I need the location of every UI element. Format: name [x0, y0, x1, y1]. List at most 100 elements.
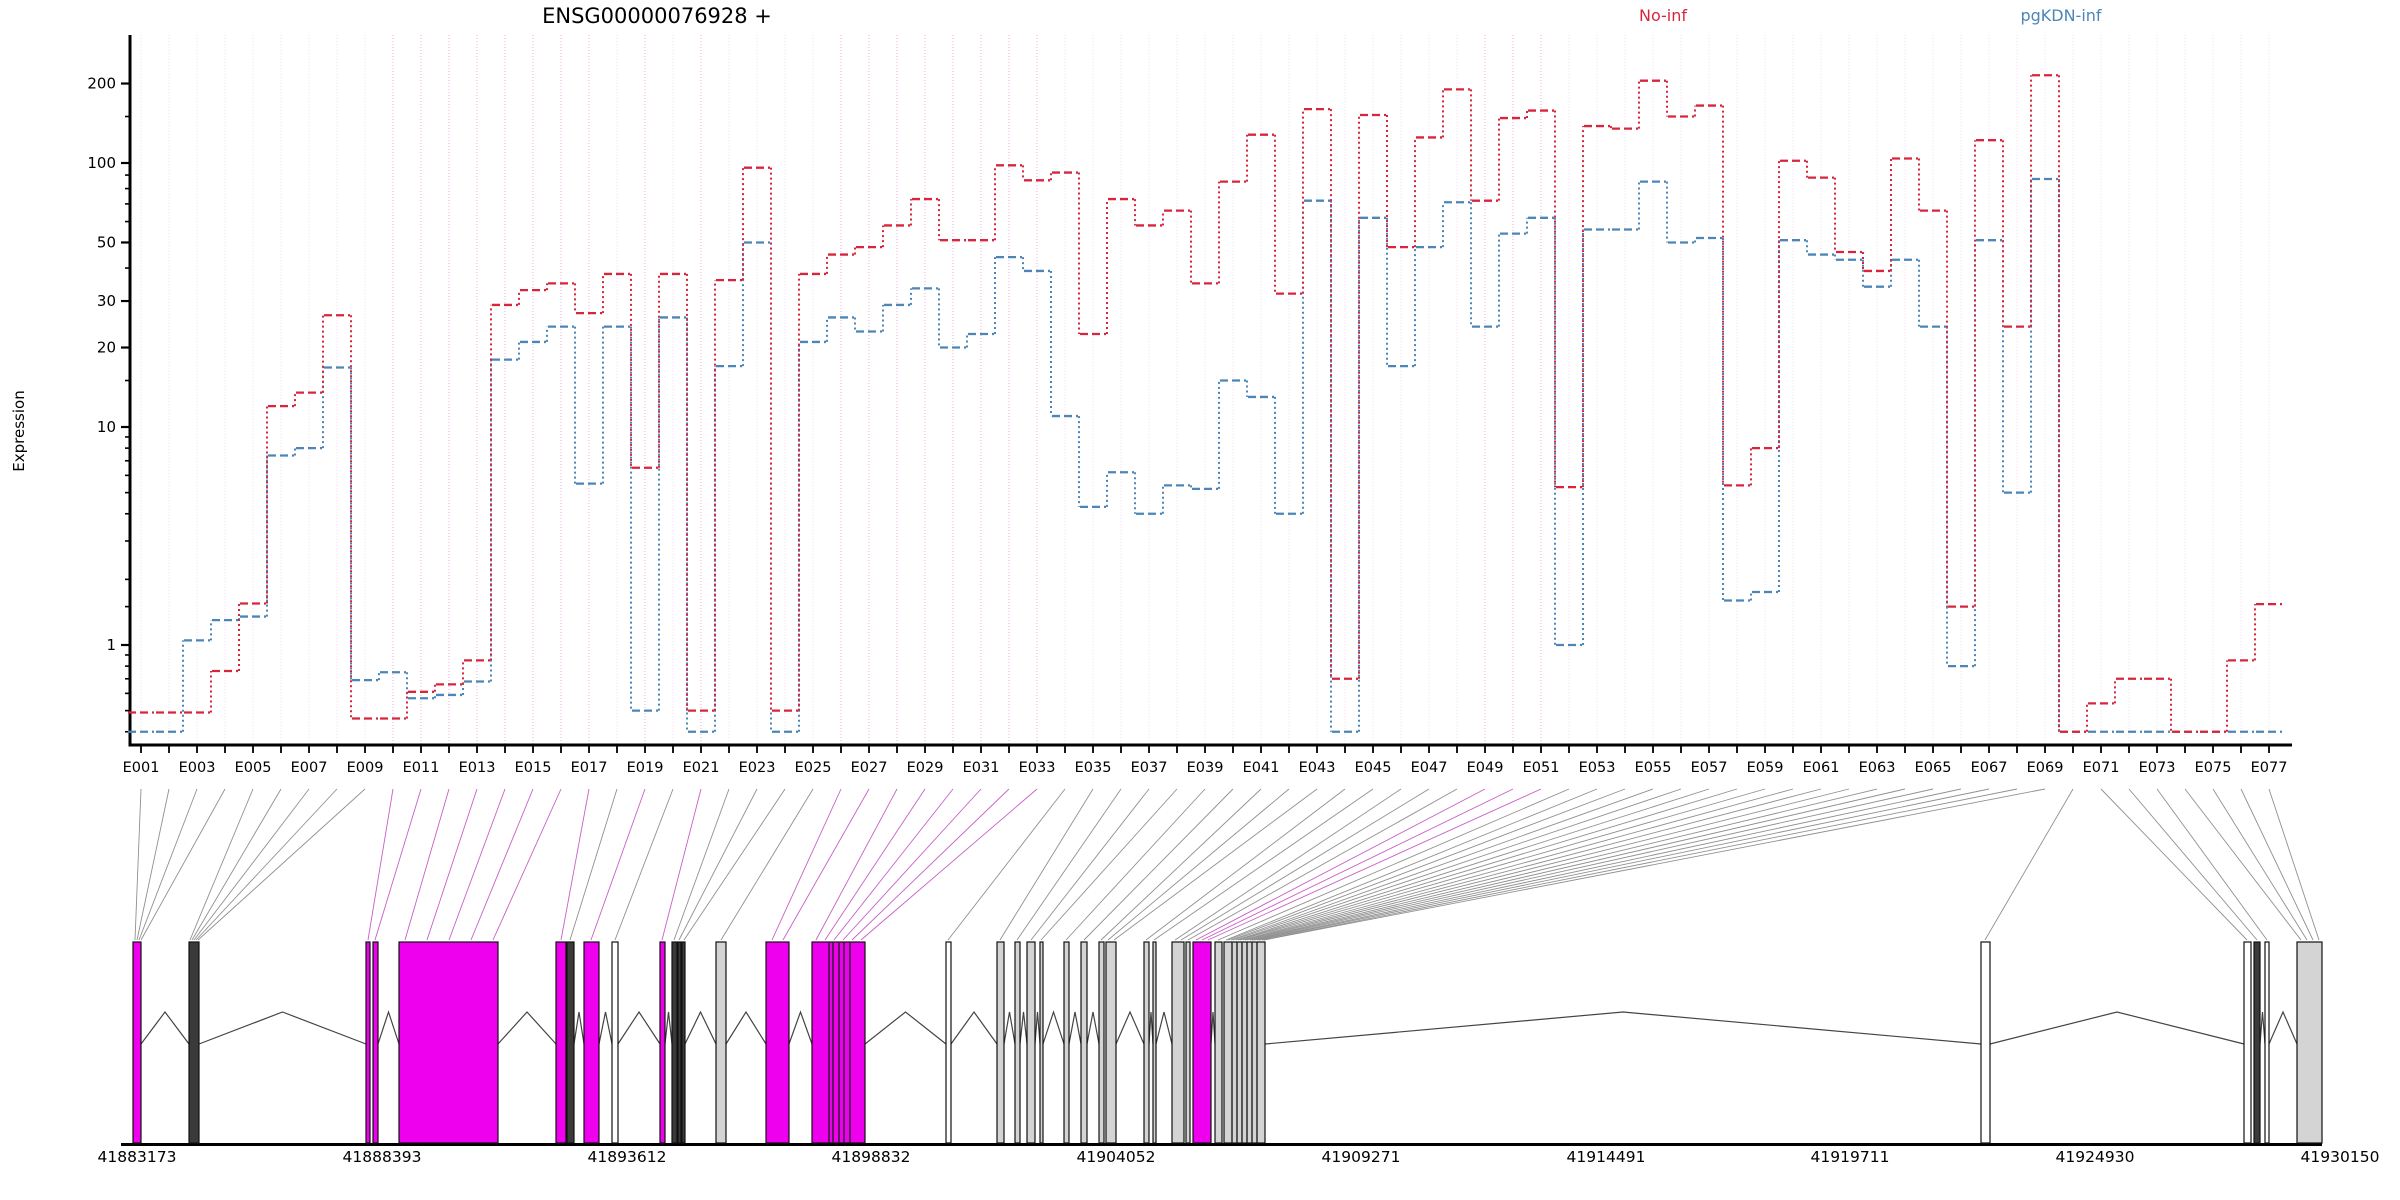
svg-text:E015: E015 — [515, 760, 552, 776]
exon-box-gray — [1063, 941, 1070, 1144]
exon-box-gray — [1214, 941, 1223, 1144]
svg-text:41914491: 41914491 — [1567, 1148, 1646, 1166]
exon-box-dark — [566, 941, 575, 1144]
svg-text:E061: E061 — [1803, 760, 1840, 776]
svg-text:E071: E071 — [2083, 760, 2120, 776]
chart-gridlines — [140, 35, 2270, 745]
introns — [140, 1010, 2298, 1045]
svg-text:E007: E007 — [291, 760, 328, 776]
exon-box-gray — [1223, 941, 1266, 1144]
svg-text:E011: E011 — [403, 760, 440, 776]
exon-box-dark — [681, 941, 686, 1144]
series-no-inf — [128, 74, 2282, 733]
svg-text:E021: E021 — [683, 760, 720, 776]
exon-box-outline — [1980, 941, 1991, 1144]
exon-box-magenta — [372, 941, 379, 1144]
svg-text:E043: E043 — [1299, 760, 1336, 776]
svg-text:E017: E017 — [571, 760, 608, 776]
svg-text:E013: E013 — [459, 760, 496, 776]
exon-box-gray — [1026, 941, 1036, 1144]
svg-text:41888393: 41888393 — [343, 1148, 422, 1166]
exon-box-gray — [2296, 941, 2323, 1144]
svg-text:E073: E073 — [2139, 760, 2176, 776]
svg-text:E025: E025 — [795, 760, 832, 776]
svg-text:E051: E051 — [1523, 760, 1560, 776]
svg-text:E047: E047 — [1411, 760, 1448, 776]
series-pgkdn-inf — [128, 177, 2282, 733]
x-axis-ticks — [140, 745, 2270, 753]
svg-text:E067: E067 — [1971, 760, 2008, 776]
svg-text:50: 50 — [97, 233, 116, 251]
exon-box-magenta — [398, 941, 499, 1144]
exon-box-magenta — [659, 941, 666, 1144]
svg-text:E053: E053 — [1579, 760, 1616, 776]
svg-text:E001: E001 — [123, 760, 160, 776]
svg-text:E077: E077 — [2251, 760, 2288, 776]
exon-box-magenta — [365, 941, 371, 1144]
exon-box-magenta — [555, 941, 567, 1144]
svg-text:41930150: 41930150 — [2301, 1148, 2380, 1166]
exon-box-dark — [671, 941, 678, 1144]
svg-text:200: 200 — [87, 75, 116, 93]
exon-box-gray — [1105, 941, 1117, 1144]
svg-text:E039: E039 — [1187, 760, 1224, 776]
exon-box-gray — [715, 941, 727, 1144]
svg-text:E023: E023 — [739, 760, 776, 776]
svg-text:41904052: 41904052 — [1077, 1148, 1156, 1166]
svg-text:E033: E033 — [1019, 760, 1056, 776]
svg-text:E029: E029 — [907, 760, 944, 776]
svg-text:E069: E069 — [2027, 760, 2064, 776]
svg-text:41924930: 41924930 — [2056, 1148, 2135, 1166]
svg-text:E065: E065 — [1915, 760, 1952, 776]
y-axis-ticks: 200 100 50 30 20 10 1 — [87, 75, 130, 733]
exon-box-dark — [677, 941, 682, 1144]
svg-text:20: 20 — [97, 339, 116, 357]
exon-box-magenta — [132, 941, 142, 1144]
svg-text:41883173: 41883173 — [98, 1148, 177, 1166]
exon-box-outline — [611, 941, 619, 1144]
svg-text:E005: E005 — [235, 760, 272, 776]
exon-box-outline — [2264, 941, 2270, 1144]
exon-box-gray — [1014, 941, 1021, 1144]
exon-box-gray — [1143, 941, 1150, 1144]
svg-text:E055: E055 — [1635, 760, 1672, 776]
genomic-coordinates: 41883173 41888393 41893612 41898832 41904052… — [98, 1148, 2380, 1166]
exon-box-dark — [188, 941, 200, 1144]
svg-text:41898832: 41898832 — [832, 1148, 911, 1166]
exon-box-gray — [1080, 941, 1088, 1144]
exon-box-dark — [2253, 941, 2261, 1144]
exon-box-outline — [2243, 941, 2252, 1144]
exon-box-gray — [1171, 941, 1185, 1144]
svg-text:E041: E041 — [1243, 760, 1280, 776]
exon-box-gray — [1098, 941, 1105, 1144]
svg-text:E049: E049 — [1467, 760, 1504, 776]
exon-box-gray — [1039, 941, 1044, 1144]
svg-text:41909271: 41909271 — [1322, 1148, 1401, 1166]
x-axis-labels: E001 E003 E005 E007 E009 E011 E013 E015 E017 E019… — [123, 760, 2288, 776]
legend-item-pgkdn-inf: pgKDN-inf — [2020, 6, 2102, 25]
svg-text:E059: E059 — [1747, 760, 1784, 776]
svg-text:E057: E057 — [1691, 760, 1728, 776]
svg-text:E027: E027 — [851, 760, 888, 776]
svg-text:E035: E035 — [1075, 760, 1112, 776]
svg-text:E031: E031 — [963, 760, 1000, 776]
exon-box-gray — [996, 941, 1005, 1144]
bin-to-exon-fan — [134, 788, 2320, 941]
exon-box-gray — [1185, 941, 1191, 1144]
svg-text:100: 100 — [87, 154, 116, 172]
svg-text:30: 30 — [97, 292, 116, 310]
svg-text:E019: E019 — [627, 760, 664, 776]
exon-box-magenta — [583, 941, 600, 1144]
exon-box-outline — [945, 941, 952, 1144]
svg-text:1: 1 — [106, 636, 116, 654]
svg-text:E045: E045 — [1355, 760, 1392, 776]
chart-axes — [128, 35, 2292, 747]
svg-text:41893612: 41893612 — [588, 1148, 667, 1166]
exon-box-magenta — [765, 941, 790, 1144]
exons — [132, 941, 2323, 1144]
exon-box-magenta — [1192, 941, 1212, 1144]
svg-text:41919711: 41919711 — [1811, 1148, 1890, 1166]
svg-text:E037: E037 — [1131, 760, 1168, 776]
